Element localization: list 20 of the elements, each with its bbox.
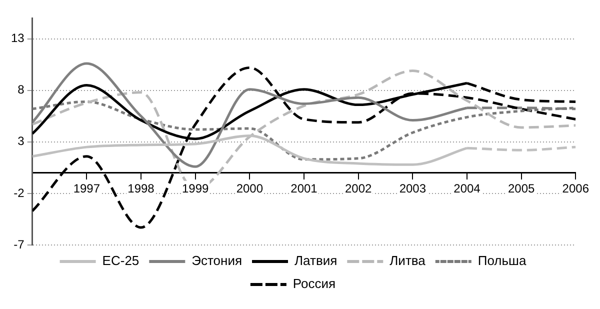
x-tick-label: 2003 <box>399 181 426 196</box>
x-tick-label: 2004 <box>454 181 481 196</box>
y-tick-label: 8 <box>18 82 25 97</box>
legend-label: Литва <box>390 253 426 268</box>
x-tick-label: 1998 <box>128 181 155 196</box>
x-tick-label: 2005 <box>508 181 535 196</box>
legend-label: Россия <box>292 276 336 292</box>
legend-label: Латвия <box>294 253 338 268</box>
y-tick-label: 13 <box>10 31 25 46</box>
x-tick-label: 2002 <box>344 181 372 196</box>
x-tick-label: 2000 <box>236 181 264 196</box>
y-tick-label: -7 <box>14 237 25 252</box>
y-tick-label: -2 <box>14 186 25 200</box>
x-tick-label: 2001 <box>290 181 318 196</box>
y-tick-label: 3 <box>18 134 25 148</box>
legend-label: Эстония <box>192 253 242 268</box>
x-tick-label: 1997 <box>73 181 100 196</box>
legend-label: ЕС-25 <box>102 253 140 268</box>
x-tick-label: 2006 <box>562 181 590 196</box>
legend-label: Польша <box>478 253 527 268</box>
